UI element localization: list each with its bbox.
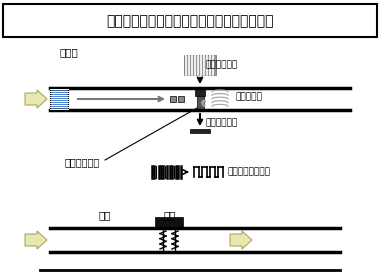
Bar <box>50 89 68 109</box>
Bar <box>190 129 210 133</box>
Text: カルマン渦式流量計とホットワイヤ式流量計: カルマン渦式流量計とホットワイヤ式流量計 <box>106 14 274 28</box>
FancyArrow shape <box>25 231 47 249</box>
Text: 超音波発信機: 超音波発信機 <box>205 61 237 69</box>
FancyArrow shape <box>230 231 252 249</box>
Text: 整流器: 整流器 <box>60 47 79 57</box>
Bar <box>170 96 176 102</box>
Text: カルマン渦柱: カルマン渦柱 <box>65 157 100 167</box>
Text: （渦数カウント）: （渦数カウント） <box>227 167 270 177</box>
FancyArrow shape <box>25 90 47 108</box>
Bar <box>197 89 204 109</box>
Text: 熱線: 熱線 <box>99 210 111 220</box>
Bar <box>155 217 183 229</box>
Bar <box>195 88 205 96</box>
Text: 超音波受信機: 超音波受信機 <box>205 119 237 128</box>
Bar <box>178 96 184 102</box>
Bar <box>184 55 216 75</box>
Bar <box>3 4 377 37</box>
Text: 電源: 電源 <box>164 210 176 220</box>
Text: カルマン渦: カルマン渦 <box>235 93 262 102</box>
